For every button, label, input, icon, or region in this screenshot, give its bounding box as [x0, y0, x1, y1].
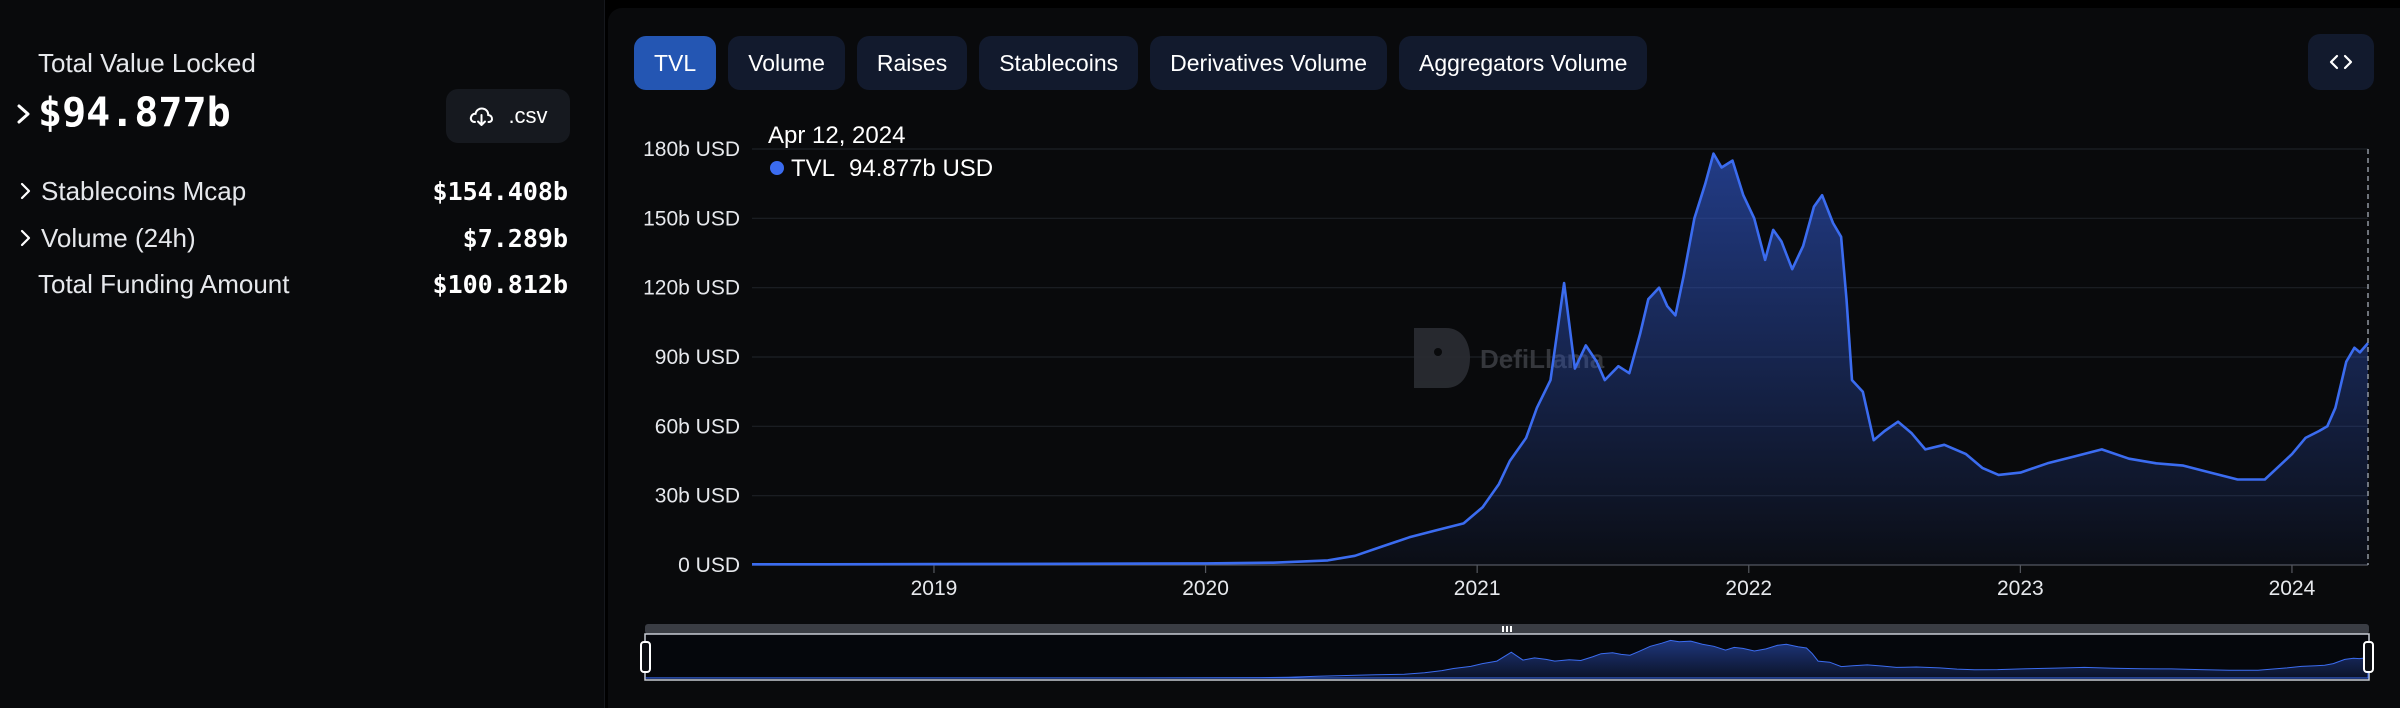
stat-value: $7.289b — [462, 224, 568, 253]
x-tick-label: 2019 — [911, 577, 958, 600]
slider-handle-left[interactable] — [640, 641, 651, 673]
tvl-line — [752, 152, 2369, 566]
stat-row-total-funding: Total Funding Amount $100.812b — [0, 264, 605, 304]
stat-row-stablecoins-mcap[interactable]: Stablecoins Mcap $154.408b — [0, 171, 605, 211]
tvl-area — [752, 153, 2368, 565]
range-slider[interactable] — [640, 624, 2374, 681]
slider-preview-area — [645, 639, 2369, 679]
download-csv-button[interactable]: .csv — [446, 89, 570, 143]
x-tick-label: 2024 — [2269, 577, 2316, 600]
tooltip-series: TVL 94.877b USD — [791, 155, 993, 182]
chevron-right-icon — [20, 229, 31, 247]
cloud-download-icon — [470, 107, 494, 126]
tvl-label: Total Value Locked — [38, 48, 256, 78]
embed-code-button[interactable] — [2308, 34, 2374, 90]
y-tick-label: 150b USD — [643, 207, 740, 230]
chart-panel: TVL Volume Raises Stablecoins Derivative… — [608, 8, 2400, 708]
tvl-value: $94.877b — [38, 90, 231, 136]
tab-stablecoins[interactable]: Stablecoins — [979, 36, 1139, 90]
x-tick-label: 2020 — [1182, 577, 1229, 600]
chart-tabs: TVL Volume Raises Stablecoins Derivative… — [634, 36, 1648, 90]
tab-volume[interactable]: Volume — [728, 36, 845, 90]
stat-value: $100.812b — [432, 270, 568, 299]
x-tick-label: 2022 — [1725, 577, 1772, 600]
llama-logo-icon — [1414, 328, 1470, 388]
code-icon — [2329, 54, 2353, 70]
y-tick-label: 30b USD — [655, 485, 740, 508]
tab-derivatives-volume[interactable]: Derivatives Volume — [1150, 36, 1387, 90]
slider-grip-icon[interactable] — [1502, 626, 1512, 632]
tab-aggregators-volume[interactable]: Aggregators Volume — [1399, 36, 1648, 90]
chevron-right-icon[interactable] — [14, 100, 34, 128]
stat-label: Volume (24h) — [41, 223, 196, 253]
tooltip-date: Apr 12, 2024 — [768, 122, 905, 149]
y-tick-label: 60b USD — [655, 415, 740, 438]
slider-handle-right[interactable] — [2363, 641, 2374, 673]
x-axis: 2019 2020 2021 2022 2023 2024 — [911, 565, 2316, 600]
y-tick-label: 180b USD — [643, 138, 740, 161]
chevron-right-icon — [20, 182, 31, 200]
y-axis: 0 USD 30b USD 60b USD 90b USD 120b USD 150b U… — [643, 138, 740, 577]
stat-label: Total Funding Amount — [38, 269, 290, 299]
y-tick-label: 120b USD — [643, 277, 740, 300]
summary-panel: Total Value Locked $94.877b .csv Stablec… — [0, 0, 605, 708]
chart-tooltip: Apr 12, 2024 TVL 94.877b USD — [768, 122, 993, 182]
csv-label: .csv — [508, 103, 548, 128]
x-tick-label: 2021 — [1454, 577, 1501, 600]
stat-row-volume-24h[interactable]: Volume (24h) $7.289b — [0, 218, 605, 258]
series-dot — [770, 161, 784, 175]
tab-raises[interactable]: Raises — [856, 36, 968, 90]
y-tick-label: 90b USD — [655, 346, 740, 369]
tab-tvl[interactable]: TVL — [634, 36, 717, 90]
x-tick-label: 2023 — [1997, 577, 2044, 600]
stat-value: $154.408b — [432, 177, 568, 206]
y-tick-label: 0 USD — [678, 554, 740, 577]
stat-label: Stablecoins Mcap — [41, 176, 247, 206]
